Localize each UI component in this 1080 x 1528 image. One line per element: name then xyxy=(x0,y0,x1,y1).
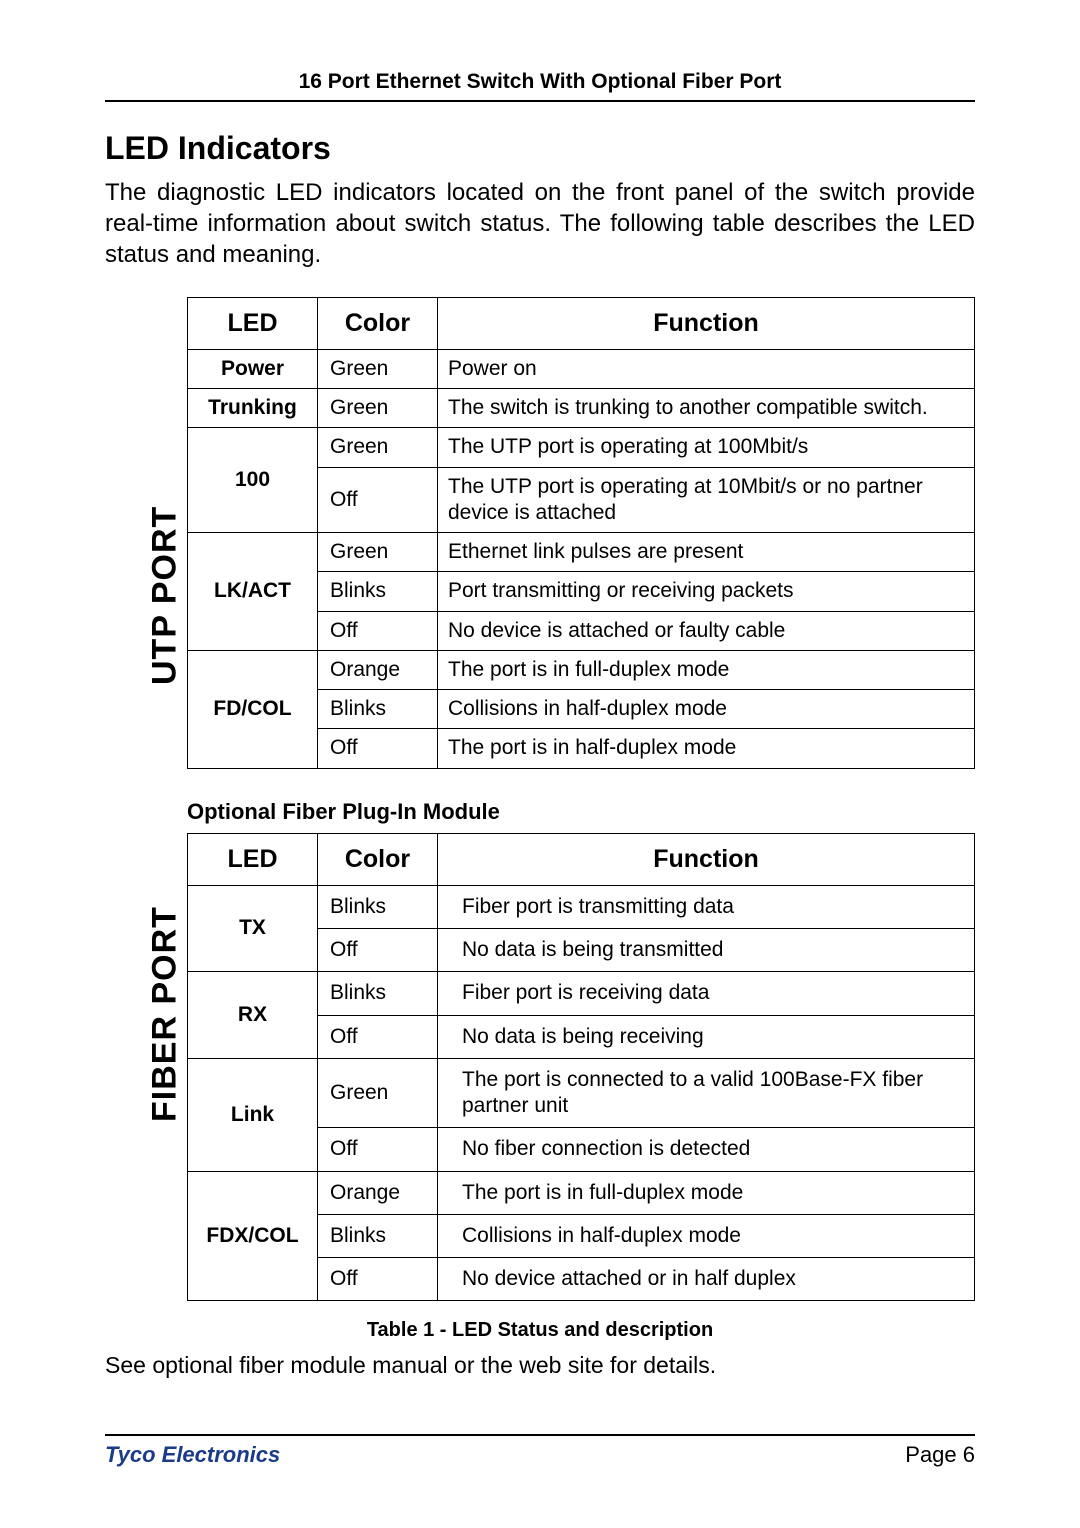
fiber-table-wrap: FIBER PORT LED Color Function TX Blinks … xyxy=(143,833,975,1302)
fiber-led-table: LED Color Function TX Blinks Fiber port … xyxy=(187,833,975,1302)
side-blank xyxy=(143,297,187,421)
side-blank xyxy=(143,833,187,879)
color-cell: Blinks xyxy=(318,972,438,1015)
func-cell: The port is in full-duplex mode xyxy=(438,650,975,689)
color-cell: Off xyxy=(318,467,438,533)
utp-side-stack: UTP PORT xyxy=(143,297,187,769)
th-color: Color xyxy=(318,833,438,885)
fiber-subheading: Optional Fiber Plug-In Module xyxy=(187,799,975,825)
func-cell: Port transmitting or receiving packets xyxy=(438,572,975,611)
func-cell: Fiber port is receiving data xyxy=(438,972,975,1015)
table-row: FD/COL Orange The port is in full-duplex… xyxy=(188,650,975,689)
color-cell: Off xyxy=(318,929,438,972)
doc-header: 16 Port Ethernet Switch With Optional Fi… xyxy=(105,70,975,102)
color-cell: Off xyxy=(318,729,438,768)
color-cell: Green xyxy=(318,428,438,467)
utp-side-label: UTP PORT xyxy=(143,421,187,769)
fiber-side-stack: FIBER PORT xyxy=(143,833,187,1302)
led-cell: LK/ACT xyxy=(188,533,318,651)
page-footer: Tyco Electronics Page 6 xyxy=(105,1434,975,1468)
func-cell: Fiber port is transmitting data xyxy=(438,885,975,928)
color-cell: Blinks xyxy=(318,885,438,928)
utp-table-wrap: UTP PORT LED Color Function Power Green … xyxy=(143,297,975,769)
table-row: LK/ACT Green Ethernet link pulses are pr… xyxy=(188,533,975,572)
table-row: Link Green The port is connected to a va… xyxy=(188,1058,975,1128)
func-cell: The port is connected to a valid 100Base… xyxy=(438,1058,975,1128)
footer-page-number: Page 6 xyxy=(905,1442,975,1468)
color-cell: Blinks xyxy=(318,690,438,729)
section-title: LED Indicators xyxy=(105,130,975,167)
color-cell: Off xyxy=(318,1128,438,1171)
color-cell: Green xyxy=(318,533,438,572)
table-row: FDX/COL Orange The port is in full-duple… xyxy=(188,1171,975,1214)
color-cell: Blinks xyxy=(318,572,438,611)
footer-company: Tyco Electronics xyxy=(105,1442,280,1468)
led-cell: TX xyxy=(188,885,318,972)
color-cell: Off xyxy=(318,611,438,650)
note-text: See optional fiber module manual or the … xyxy=(105,1352,975,1379)
page: 16 Port Ethernet Switch With Optional Fi… xyxy=(0,0,1080,1528)
func-cell: The switch is trunking to another compat… xyxy=(438,389,975,428)
func-cell: No data is being receiving xyxy=(438,1015,975,1058)
led-cell: Trunking xyxy=(188,389,318,428)
color-cell: Orange xyxy=(318,1171,438,1214)
func-cell: The port is in full-duplex mode xyxy=(438,1171,975,1214)
color-cell: Green xyxy=(318,349,438,388)
func-cell: No device attached or in half duplex xyxy=(438,1258,975,1301)
led-cell: FD/COL xyxy=(188,650,318,768)
color-cell: Blinks xyxy=(318,1214,438,1257)
fiber-side-label: FIBER PORT xyxy=(143,879,187,1149)
utp-led-table: LED Color Function Power Green Power on … xyxy=(187,297,975,769)
led-cell: RX xyxy=(188,972,318,1059)
func-cell: Ethernet link pulses are present xyxy=(438,533,975,572)
color-cell: Orange xyxy=(318,650,438,689)
func-cell: The UTP port is operating at 100Mbit/s xyxy=(438,428,975,467)
func-cell: No data is being transmitted xyxy=(438,929,975,972)
table-row: Power Green Power on xyxy=(188,349,975,388)
func-cell: Collisions in half-duplex mode xyxy=(438,690,975,729)
func-cell: No fiber connection is detected xyxy=(438,1128,975,1171)
func-cell: The UTP port is operating at 10Mbit/s or… xyxy=(438,467,975,533)
table-row: RX Blinks Fiber port is receiving data xyxy=(188,972,975,1015)
side-blank xyxy=(143,1149,187,1302)
th-led: LED xyxy=(188,833,318,885)
th-color: Color xyxy=(318,297,438,349)
table-caption: Table 1 - LED Status and description xyxy=(105,1319,975,1342)
led-cell: FDX/COL xyxy=(188,1171,318,1301)
color-cell: Green xyxy=(318,1058,438,1128)
led-cell: Link xyxy=(188,1058,318,1171)
color-cell: Green xyxy=(318,389,438,428)
func-cell: Collisions in half-duplex mode xyxy=(438,1214,975,1257)
color-cell: Off xyxy=(318,1015,438,1058)
led-cell: Power xyxy=(188,349,318,388)
table-row: TX Blinks Fiber port is transmitting dat… xyxy=(188,885,975,928)
th-led: LED xyxy=(188,297,318,349)
led-cell: 100 xyxy=(188,428,318,533)
table-row: Trunking Green The switch is trunking to… xyxy=(188,389,975,428)
intro-paragraph: The diagnostic LED indicators located on… xyxy=(105,177,975,271)
func-cell: Power on xyxy=(438,349,975,388)
th-func: Function xyxy=(438,297,975,349)
th-func: Function xyxy=(438,833,975,885)
table-row: 100 Green The UTP port is operating at 1… xyxy=(188,428,975,467)
func-cell: No device is attached or faulty cable xyxy=(438,611,975,650)
color-cell: Off xyxy=(318,1258,438,1301)
func-cell: The port is in half-duplex mode xyxy=(438,729,975,768)
